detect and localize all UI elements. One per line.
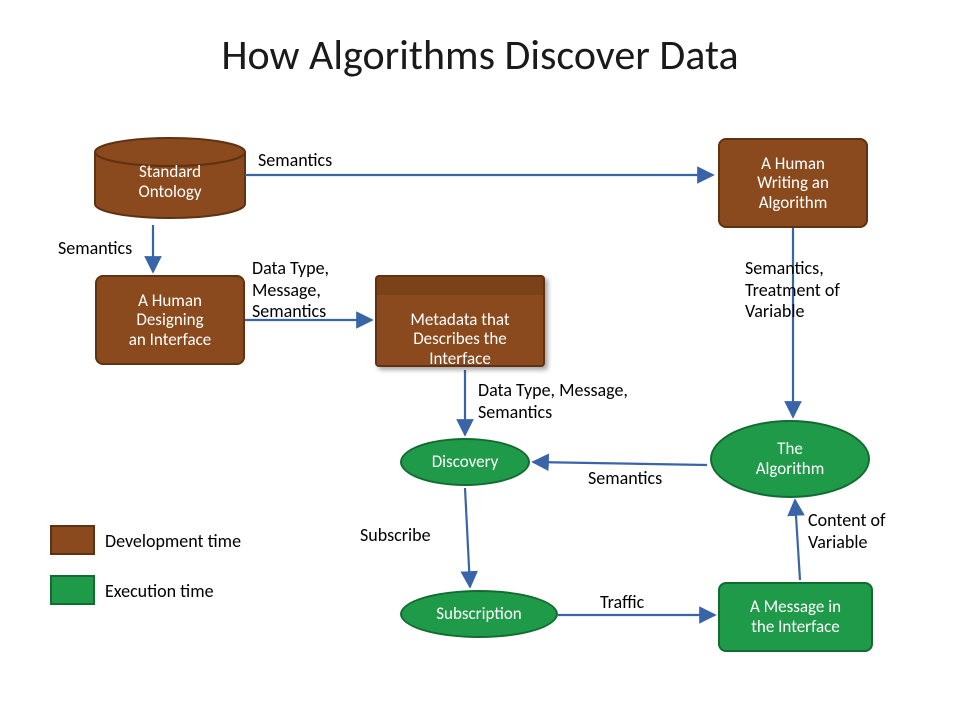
edge-algo-to-disc (533, 462, 707, 465)
legend-label-exec: Execution time (105, 580, 214, 602)
edge-label-disc-to-sub: Subscribe (360, 525, 431, 547)
edge-label-algo-to-disc: Semantics (588, 468, 662, 490)
edge-label-sub-to-msg: Traffic (600, 592, 644, 614)
node-designer: A Human Designing an Interface (95, 275, 245, 365)
diagram-stage: { "canvas": { "width": 960, "height": 72… (0, 0, 960, 720)
node-subscription: Subscription (400, 590, 558, 638)
edge-label-msg-to-algo: Content of Variable (808, 510, 886, 553)
edge-label-ont-to-writer: Semantics (258, 150, 332, 172)
edge-disc-to-sub (465, 488, 470, 587)
node-metadata: Metadata that Describes the Interface (375, 275, 545, 367)
edge-label-writer-to-algo: Semantics, Treatment of Variable (745, 258, 840, 323)
edge-label-ont-to-designer: Semantics (58, 238, 132, 260)
legend-swatch-exec (50, 575, 95, 605)
edge-label-designer-to-meta: Data Type, Message, Semantics (252, 258, 329, 323)
legend-label-dev: Development time (105, 530, 241, 552)
node-ontology: Standard Ontology (95, 146, 245, 218)
node-algorithm: The Algorithm (710, 420, 870, 498)
legend-swatch-dev (50, 525, 95, 555)
edge-label-meta-to-disc: Data Type, Message, Semantics (478, 380, 628, 423)
node-discovery: Discovery (400, 438, 530, 486)
edge-msg-to-algo (795, 500, 800, 580)
node-message: A Message in the Interface (718, 582, 873, 652)
node-writer: A Human Writing an Algorithm (718, 138, 868, 228)
page-title: How Algorithms Discover Data (0, 30, 960, 81)
